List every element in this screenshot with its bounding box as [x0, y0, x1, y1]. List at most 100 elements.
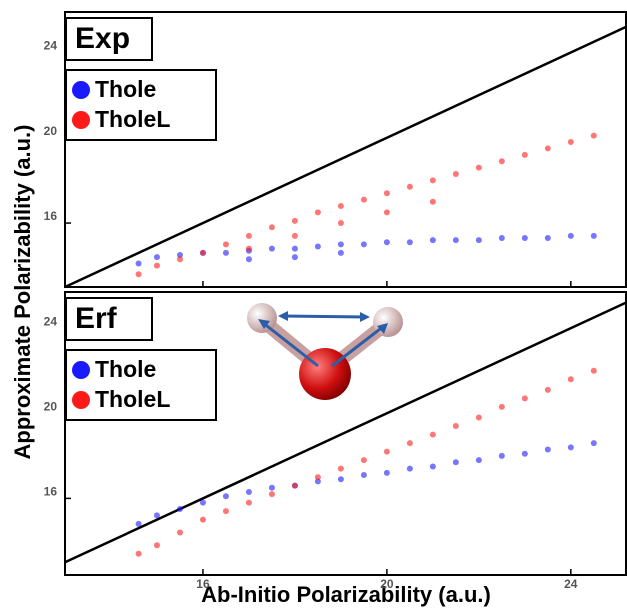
- data-point: [498, 158, 505, 165]
- data-point: [291, 245, 298, 252]
- data-point: [291, 232, 298, 239]
- data-point: [268, 484, 275, 491]
- data-point: [153, 542, 160, 549]
- data-point: [337, 220, 344, 227]
- data-point: [452, 459, 459, 466]
- legend-marker: [72, 391, 90, 409]
- title-box: [65, 297, 153, 341]
- y-tick-label: 24: [44, 314, 58, 328]
- data-point: [176, 529, 183, 536]
- x-tick-label: 16: [196, 577, 210, 591]
- data-point: [452, 171, 459, 178]
- data-point: [544, 446, 551, 453]
- data-point: [544, 145, 551, 152]
- data-point: [567, 139, 574, 146]
- data-point: [590, 367, 597, 374]
- plots: 16 20 24 Exp Thole TholeL 16 20 24 16 20 24 Erf Thole…: [44, 11, 627, 591]
- data-point: [245, 256, 252, 263]
- data-point: [429, 463, 436, 470]
- data-point: [475, 457, 482, 464]
- data-point: [567, 444, 574, 451]
- data-point: [291, 217, 298, 224]
- panel-frame: [64, 11, 627, 288]
- data-point: [406, 239, 413, 246]
- data-point: [291, 482, 298, 489]
- data-point: [383, 190, 390, 197]
- data-point: [360, 471, 367, 478]
- data-point: [498, 452, 505, 459]
- data-point: [590, 132, 597, 139]
- data-point: [337, 465, 344, 472]
- data-point: [245, 232, 252, 239]
- title-box: [65, 17, 153, 61]
- water-molecule: [247, 303, 403, 400]
- data-point: [153, 262, 160, 269]
- data-point: [544, 234, 551, 241]
- data-point: [452, 237, 459, 244]
- data-point: [406, 440, 413, 447]
- data-point: [135, 550, 142, 557]
- y-axis-label: Approximate Polarizability (a.u.): [10, 125, 35, 460]
- identity-line: [64, 301, 627, 564]
- data-point: [314, 474, 321, 481]
- data-point: [222, 241, 229, 248]
- data-point: [429, 198, 436, 205]
- data-point: [222, 249, 229, 256]
- data-point: [268, 491, 275, 498]
- panel-title: Erf: [75, 302, 118, 335]
- data-point: [521, 234, 528, 241]
- x-axis-label: Ab-Initio Polarizability (a.u.): [201, 582, 491, 607]
- data-point: [199, 249, 206, 256]
- panel-frame: [64, 291, 627, 576]
- y-tick-label: 16: [44, 485, 58, 499]
- data-point: [429, 431, 436, 438]
- data-point: [567, 376, 574, 383]
- data-point: [153, 512, 160, 519]
- data-point: [337, 249, 344, 256]
- data-point: [176, 252, 183, 259]
- data-point: [245, 245, 252, 252]
- data-point: [590, 440, 597, 447]
- data-point: [176, 506, 183, 513]
- data-point: [521, 395, 528, 402]
- data-point: [567, 232, 574, 239]
- data-point: [360, 457, 367, 464]
- y-tick-label: 24: [44, 39, 58, 53]
- y-tick-label: 20: [44, 399, 58, 413]
- legend-label: TholeL: [95, 106, 170, 132]
- data-point: [521, 151, 528, 158]
- y-tick-label: 20: [44, 124, 58, 138]
- data-point: [222, 508, 229, 515]
- data-point: [135, 260, 142, 267]
- data-point: [135, 520, 142, 527]
- data-point: [314, 243, 321, 250]
- legend-box: [65, 69, 217, 141]
- data-point: [498, 403, 505, 410]
- data-point: [337, 241, 344, 248]
- data-point: [406, 183, 413, 190]
- data-point: [360, 196, 367, 203]
- data-point: [475, 237, 482, 244]
- data-point: [245, 499, 252, 506]
- legend-label: Thole: [95, 356, 156, 382]
- data-point: [291, 254, 298, 261]
- data-point: [383, 209, 390, 216]
- data-point: [314, 478, 321, 485]
- data-point: [383, 469, 390, 476]
- panel-title: Exp: [75, 22, 130, 55]
- y-tick-label: 16: [44, 209, 58, 223]
- x-tick-label: 24: [564, 577, 578, 591]
- data-point: [314, 209, 321, 216]
- data-point: [429, 177, 436, 184]
- data-point: [153, 254, 160, 261]
- data-point: [268, 224, 275, 231]
- data-point: [498, 234, 505, 241]
- data-point: [429, 237, 436, 244]
- data-point: [475, 164, 482, 171]
- identity-line: [64, 25, 627, 289]
- data-point: [222, 493, 229, 500]
- legend-box: [65, 349, 217, 421]
- data-point: [360, 241, 367, 248]
- data-point: [199, 516, 206, 523]
